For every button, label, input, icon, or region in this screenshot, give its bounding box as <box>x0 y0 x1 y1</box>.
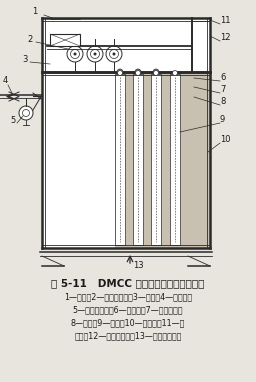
Circle shape <box>135 71 141 76</box>
Circle shape <box>173 71 177 76</box>
Circle shape <box>87 46 103 62</box>
Text: 4: 4 <box>2 76 8 85</box>
Circle shape <box>154 71 158 76</box>
Text: 10: 10 <box>220 135 230 144</box>
Text: 2: 2 <box>27 35 33 44</box>
Text: 1—盖板；2—电磁脉冲阀；3—气包；4—截止阀；: 1—盖板；2—电磁脉冲阀；3—气包；4—截止阀； <box>64 292 192 301</box>
Text: 7: 7 <box>220 85 225 94</box>
Bar <box>50 34 80 46</box>
Text: 图 5-11   DMCC 型仓顶脉冲除尘器的结构: 图 5-11 DMCC 型仓顶脉冲除尘器的结构 <box>51 278 205 288</box>
Text: 13: 13 <box>133 261 144 270</box>
Text: 8: 8 <box>220 97 225 106</box>
Circle shape <box>19 106 33 120</box>
Text: 5—油水分离器；6—喷吹管；7—文丘里管；: 5—油水分离器；6—喷吹管；7—文丘里管； <box>73 305 183 314</box>
Bar <box>115 72 210 248</box>
Text: 5: 5 <box>10 116 16 125</box>
Text: 11: 11 <box>220 16 230 25</box>
Circle shape <box>73 52 77 55</box>
Text: 9: 9 <box>220 115 225 124</box>
Bar <box>170 74 180 245</box>
Text: 6: 6 <box>220 73 225 82</box>
Text: 3: 3 <box>22 55 28 64</box>
Circle shape <box>153 69 159 75</box>
Text: 8—底座；9—滤袋；10—下箱体；11—上: 8—底座；9—滤袋；10—下箱体；11—上 <box>71 318 185 327</box>
Bar <box>151 74 161 245</box>
Text: 箱体；12—洁净空气室；13—含尘气体进口: 箱体；12—洁净空气室；13—含尘气体进口 <box>74 331 182 340</box>
Text: 1: 1 <box>32 7 38 16</box>
Bar <box>42 18 210 248</box>
Circle shape <box>106 46 122 62</box>
Circle shape <box>118 71 123 76</box>
Bar <box>133 74 143 245</box>
Text: 12: 12 <box>220 33 230 42</box>
Circle shape <box>135 69 141 75</box>
Circle shape <box>112 52 115 55</box>
Circle shape <box>67 46 83 62</box>
Circle shape <box>117 69 123 75</box>
Circle shape <box>93 52 97 55</box>
Bar <box>115 74 125 245</box>
